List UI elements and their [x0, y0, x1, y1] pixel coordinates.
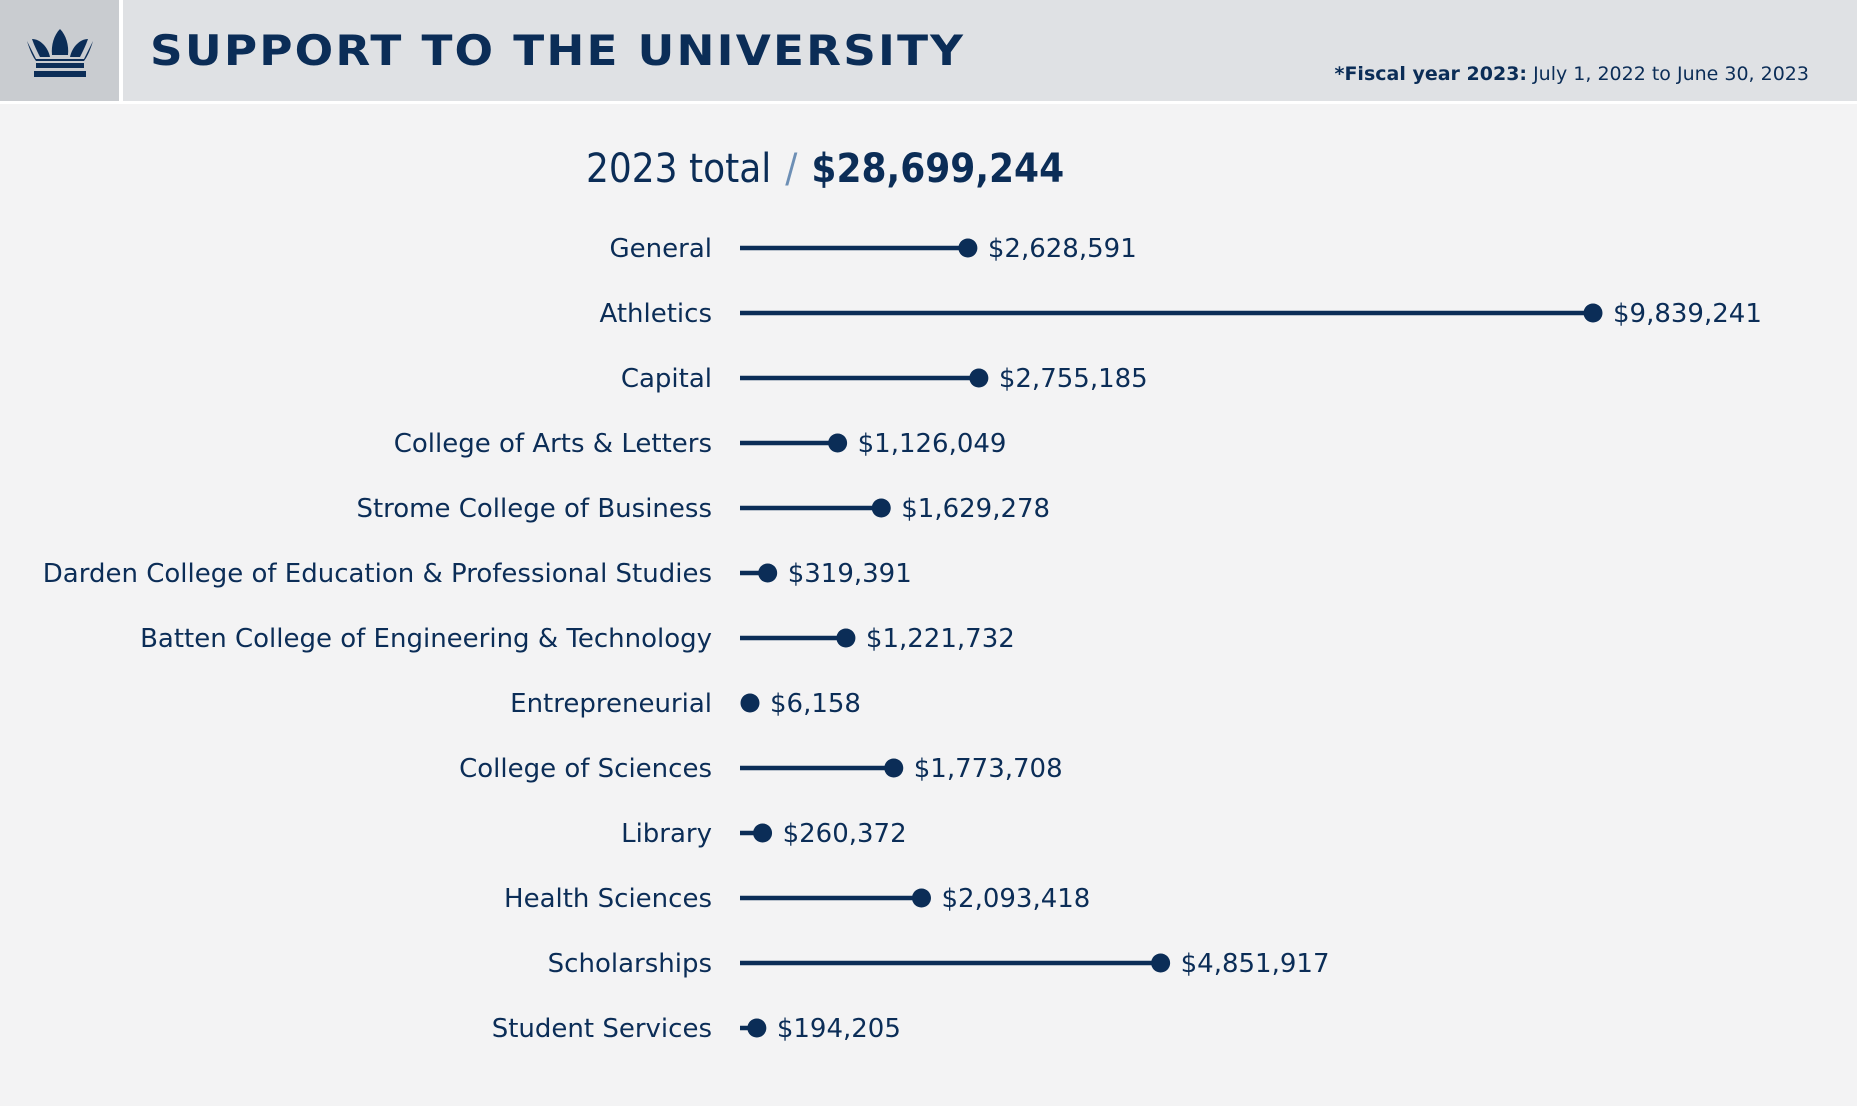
bar-end-dot: [958, 238, 978, 258]
value-label: $4,851,917: [1181, 949, 1330, 979]
value-label: $1,629,278: [901, 494, 1050, 524]
bar-end-dot: [871, 498, 891, 518]
category-label: Athletics: [600, 299, 712, 329]
fiscal-year-range: July 1, 2022 to June 30, 2023: [1533, 63, 1809, 85]
header-bottom-rule: [0, 101, 1857, 104]
category-label: College of Arts & Letters: [394, 429, 712, 459]
category-label: Scholarships: [548, 949, 712, 979]
value-label: $9,839,241: [1613, 299, 1762, 329]
total-label: 2023 total: [586, 146, 772, 192]
bar-end-dot: [758, 563, 778, 583]
value-label: $1,773,708: [914, 754, 1063, 784]
total-amount: $28,699,244: [811, 146, 1065, 192]
value-label: $260,372: [783, 819, 907, 849]
category-label: Entrepreneurial: [510, 689, 712, 719]
bar-end-dot: [836, 628, 856, 648]
page-title: SUPPORT TO THE UNIVERSITY: [150, 26, 966, 75]
value-label: $194,205: [777, 1014, 901, 1044]
value-label: $2,628,591: [988, 234, 1137, 264]
bar-end-dot: [747, 1018, 767, 1038]
bar-end-dot: [740, 693, 760, 713]
value-label: $6,158: [770, 689, 861, 719]
bar-end-dot: [1583, 303, 1603, 323]
total-separator: /: [785, 146, 798, 192]
category-label: College of Sciences: [459, 754, 712, 784]
category-label: Capital: [621, 364, 712, 394]
category-label: General: [610, 234, 712, 264]
value-label: $319,391: [788, 559, 912, 589]
bar-end-dot: [969, 368, 989, 388]
bar-end-dot: [884, 758, 904, 778]
value-label: $1,221,732: [866, 624, 1015, 654]
category-label: Strome College of Business: [356, 494, 712, 524]
fiscal-year-prefix: *Fiscal year 2023:: [1334, 63, 1528, 85]
bar-end-dot: [753, 823, 773, 843]
value-label: $2,093,418: [941, 884, 1090, 914]
category-label: Health Sciences: [504, 884, 712, 914]
header-bar: [0, 0, 1857, 101]
header-divider: [119, 0, 123, 101]
fiscal-year-note: *Fiscal year 2023: July 1, 2022 to June …: [1335, 63, 1809, 85]
value-label: $1,126,049: [858, 429, 1007, 459]
total-line: 2023 total / $28,699,244: [586, 146, 1064, 192]
logo-box: [0, 0, 119, 101]
bar-end-dot: [1151, 953, 1171, 973]
category-label: Darden College of Education & Profession…: [43, 559, 712, 589]
category-label: Batten College of Engineering & Technolo…: [140, 624, 712, 654]
value-label: $2,755,185: [999, 364, 1148, 394]
bar-end-dot: [911, 888, 931, 908]
category-label: Student Services: [492, 1014, 712, 1044]
crown-icon: [27, 29, 93, 77]
bar-end-dot: [828, 433, 848, 453]
category-label: Library: [621, 819, 712, 849]
